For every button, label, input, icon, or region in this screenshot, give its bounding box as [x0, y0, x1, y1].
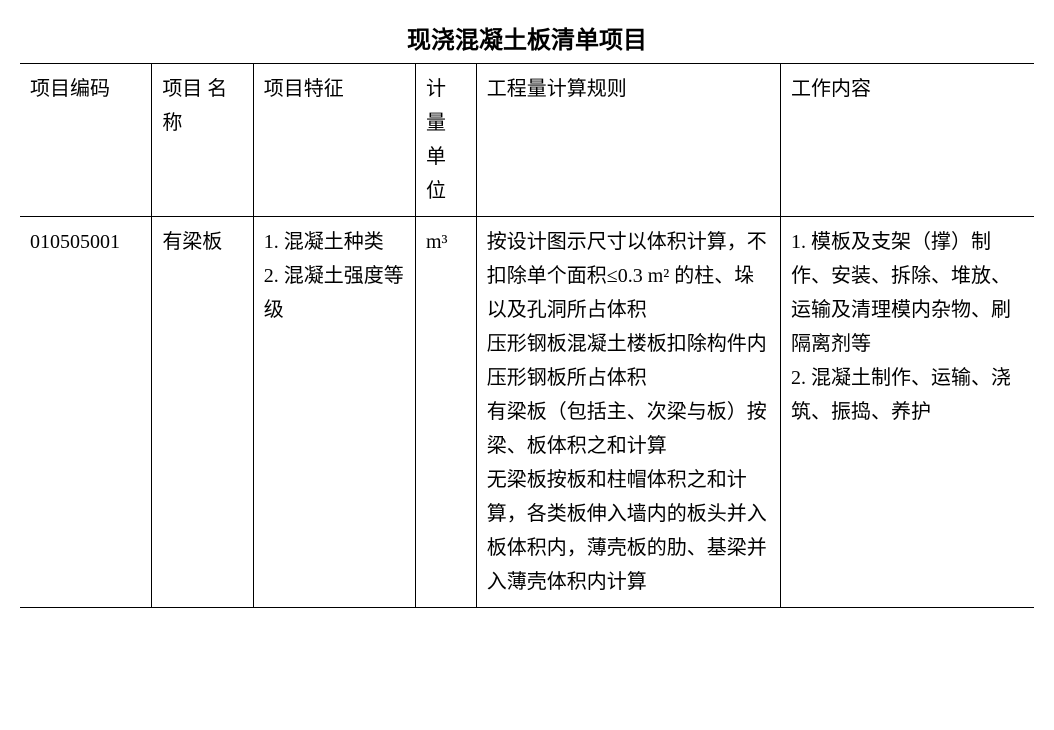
- col-header-rule: 工程量计算规则: [476, 64, 780, 217]
- table-title: 现浇混凝土板清单项目: [20, 20, 1034, 55]
- cell-work: 1. 模板及支架（撑）制作、安装、拆除、堆放、运输及清理模内杂物、刷隔离剂等 2…: [780, 217, 1034, 608]
- cell-name: 有梁板: [152, 217, 253, 608]
- cell-rule: 按设计图示尺寸以体积计算，不扣除单个面积≤0.3 m² 的柱、垛以及孔洞所占体积…: [476, 217, 780, 608]
- col-header-feature: 项目特征: [253, 64, 415, 217]
- col-header-code: 项目编码: [20, 64, 152, 217]
- document-page: 现浇混凝土板清单项目 项目编码 项目 名称 项目特征 计量单位 工程量计算规则 …: [20, 20, 1034, 608]
- table-header-row: 项目编码 项目 名称 项目特征 计量单位 工程量计算规则 工作内容: [20, 64, 1034, 217]
- table-row: 010505001 有梁板 1. 混凝土种类 2. 混凝土强度等级 m³ 按设计…: [20, 217, 1034, 608]
- cell-feature: 1. 混凝土种类 2. 混凝土强度等级: [253, 217, 415, 608]
- col-header-unit: 计量单位: [415, 64, 476, 217]
- col-header-name: 项目 名称: [152, 64, 253, 217]
- cell-code: 010505001: [20, 217, 152, 608]
- bill-items-table: 项目编码 项目 名称 项目特征 计量单位 工程量计算规则 工作内容 010505…: [20, 63, 1034, 608]
- col-header-work: 工作内容: [780, 64, 1034, 217]
- cell-unit: m³: [415, 217, 476, 608]
